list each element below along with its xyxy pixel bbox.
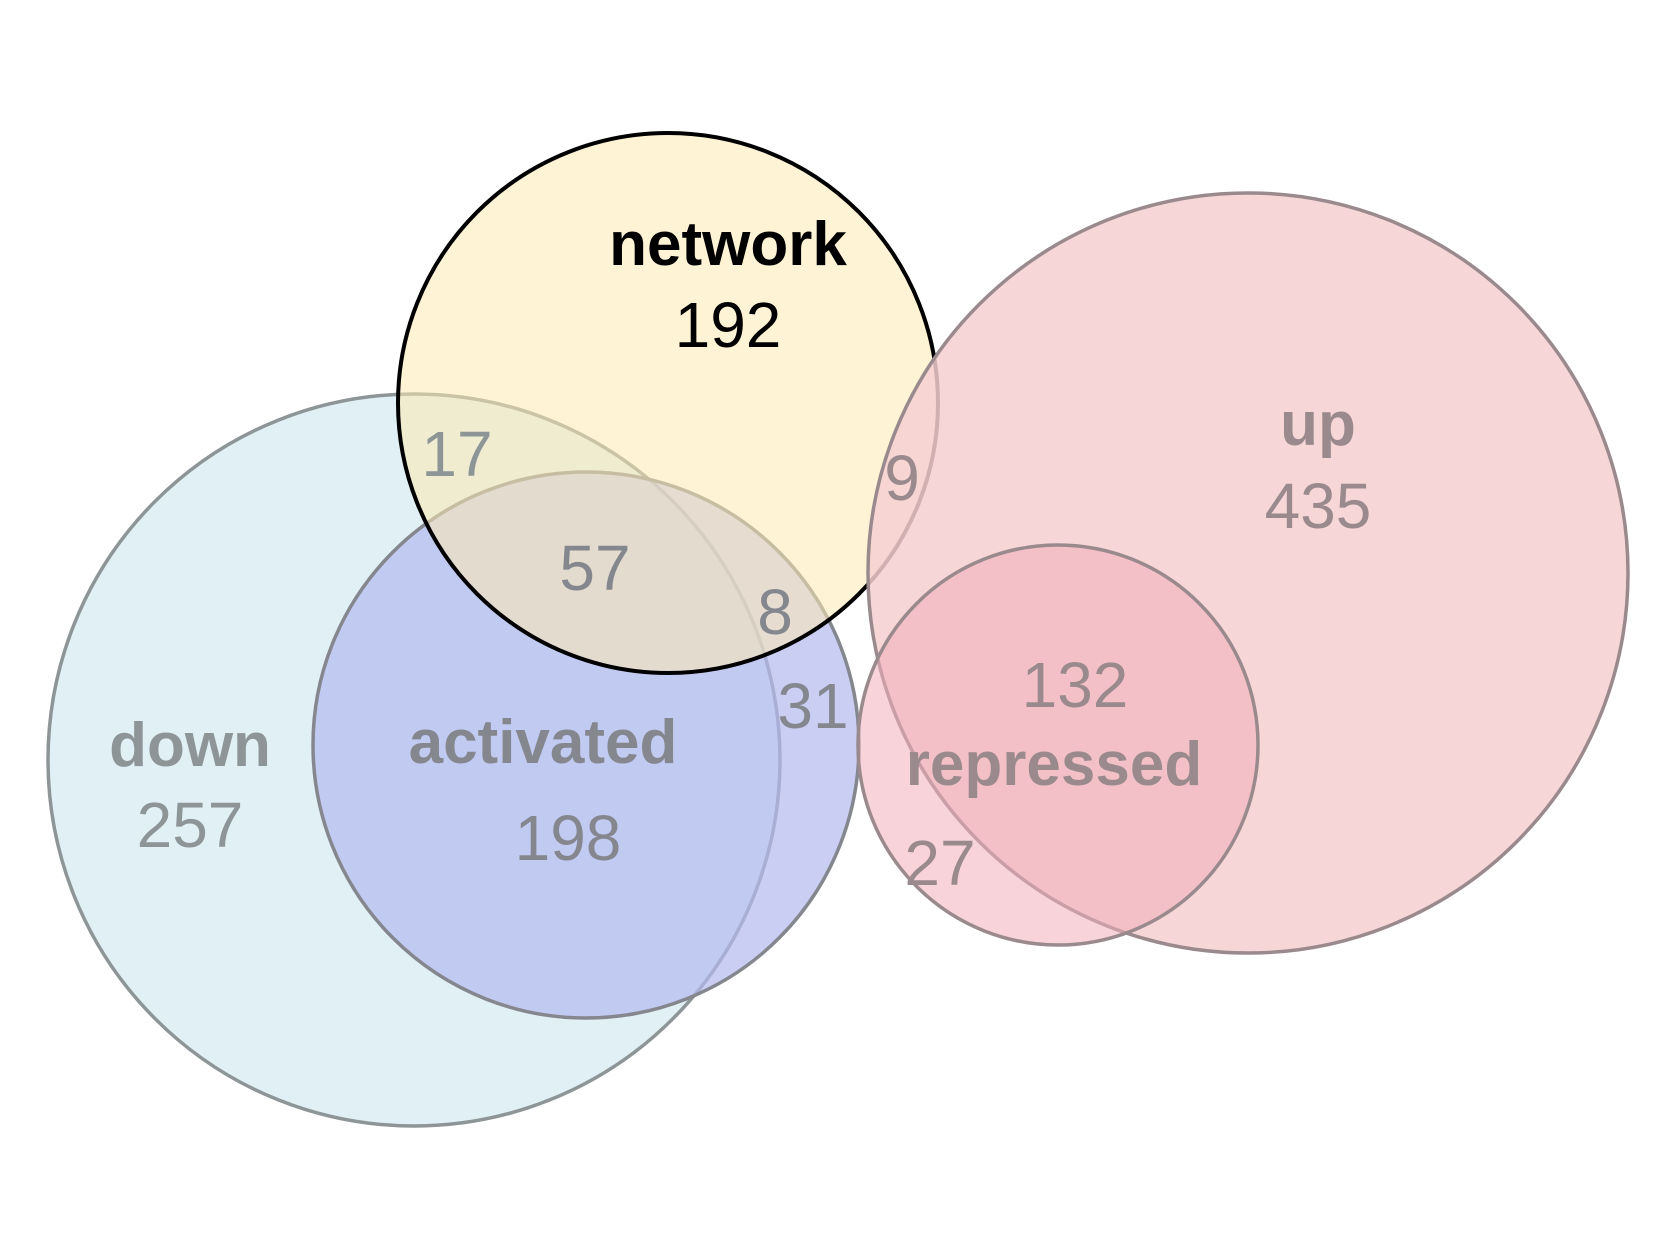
count-activated: 198 — [515, 802, 622, 874]
count-network-activated: 8 — [757, 576, 793, 648]
count-repressed: 132 — [1022, 649, 1129, 721]
count-network-up: 9 — [884, 442, 920, 514]
set-name-repressed: repressed — [906, 730, 1202, 799]
count-up: 435 — [1265, 470, 1372, 542]
set-name-down: down — [109, 711, 271, 780]
count-network-down: 17 — [421, 418, 492, 490]
set-name-activated: activated — [409, 708, 678, 777]
set-name-up: up — [1280, 390, 1356, 459]
count-network: 192 — [675, 289, 782, 361]
set-circle-repressed — [856, 543, 1260, 947]
count-activated-edge: 31 — [777, 670, 848, 742]
count-network-down-activated: 57 — [559, 532, 630, 604]
count-repressed-only: 27 — [904, 827, 975, 899]
set-name-network: network — [609, 210, 847, 279]
count-down: 257 — [137, 789, 244, 861]
